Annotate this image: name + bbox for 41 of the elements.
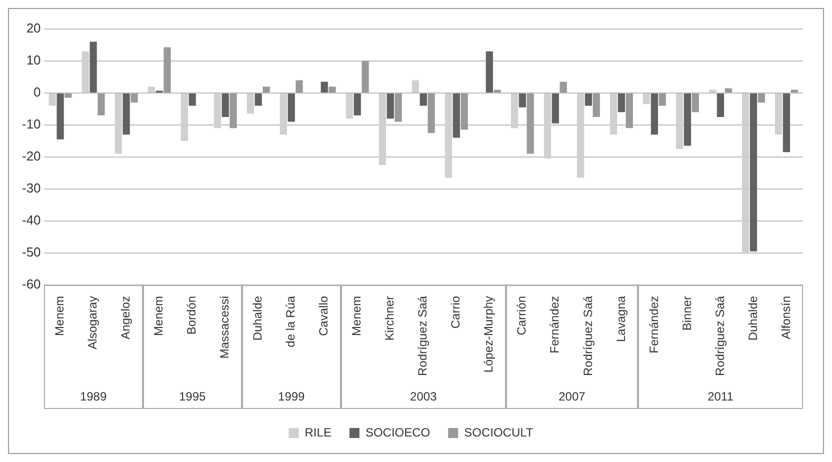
y-tick-label: -30	[22, 180, 41, 196]
x-tick-label: Alfonsín	[778, 296, 793, 340]
x-tick-label: Duhalde	[250, 296, 265, 341]
x-tick-label: Angeloz	[118, 296, 133, 340]
x-tick-label: Fernández	[548, 296, 562, 354]
x-tick-label: Cavallo	[316, 296, 331, 336]
x-tick-label: Massacessi	[218, 296, 232, 359]
x-tick-label: Binner	[680, 296, 694, 331]
legend-label: SOCIOECO	[365, 425, 430, 440]
x-tick-label: Menem	[152, 296, 166, 336]
y-tick-label: 10	[26, 52, 41, 68]
legend-label: RILE	[304, 425, 332, 440]
x-tick-label: Menem	[52, 296, 67, 336]
text: 1989	[80, 389, 107, 404]
y-tick-label: -40	[22, 212, 41, 228]
x-tick-label: Alsogaray	[86, 296, 100, 350]
text: 1999	[278, 389, 306, 404]
x-tick-label: Carrión	[514, 296, 529, 336]
x-tick-label: López-Murphy	[482, 296, 496, 373]
text: 2011	[708, 389, 734, 404]
x-tick-label: Menem	[350, 296, 364, 336]
legend-label: SOCIOCULT	[464, 425, 534, 440]
y-tick-label: 20	[26, 20, 41, 36]
x-tick-label: Bordón	[184, 296, 199, 335]
y-tick-label: -20	[22, 148, 41, 164]
x-tick-label: Rodríguez Saá	[580, 296, 595, 376]
x-tick-label: Rodríguez Saá	[712, 296, 727, 376]
x-tick-label: Lavagna	[614, 296, 628, 342]
x-tick-label: de la Rúa	[284, 296, 298, 348]
y-tick-label: -50	[22, 244, 41, 260]
y-tick-label: -60	[22, 276, 41, 292]
x-tick-label: Kirchner	[382, 296, 397, 341]
y-tick-label: -10	[22, 116, 41, 132]
x-tick-label: Rodríguez Saá	[416, 296, 430, 376]
x-tick-label: Duhalde	[746, 296, 760, 341]
text: 2003	[410, 389, 438, 404]
text: 2007	[558, 389, 586, 404]
x-tick-label: Fernández	[646, 296, 661, 354]
y-tick-label: 0	[34, 84, 41, 100]
text: 1995	[178, 389, 206, 404]
x-tick-label: Carrio	[448, 296, 463, 329]
